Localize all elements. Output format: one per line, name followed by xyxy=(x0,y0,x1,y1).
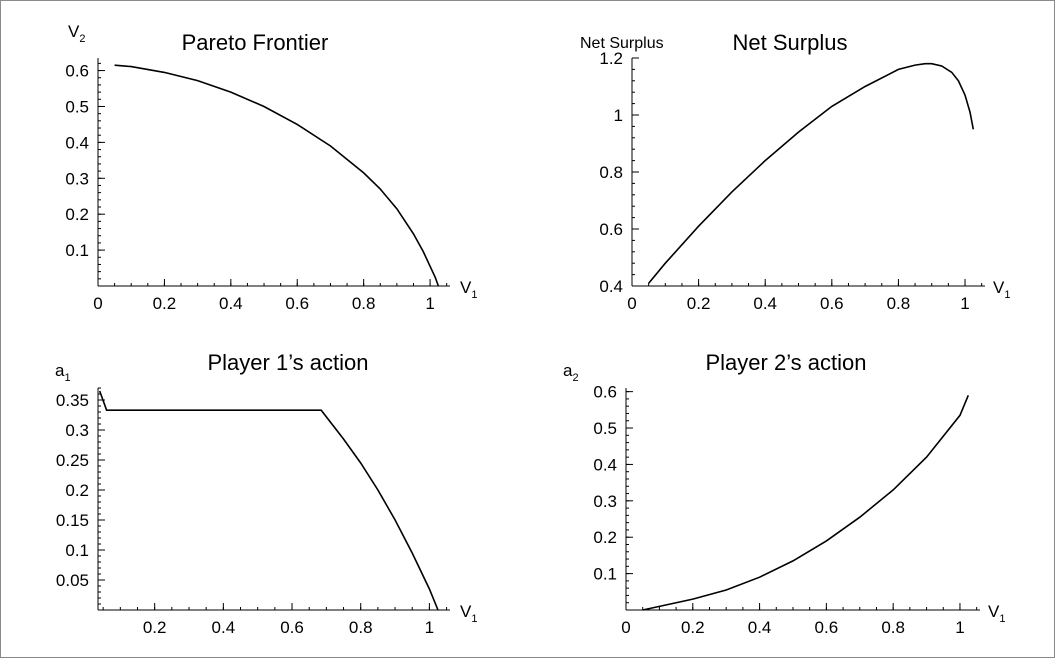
x-tick-label: 1 xyxy=(955,618,964,637)
y-tick-label: 0.15 xyxy=(56,511,89,530)
y-tick-label: 0.3 xyxy=(593,492,617,511)
x-tick-label: 0.2 xyxy=(153,294,177,313)
y-axis-label: a2 xyxy=(563,361,579,384)
x-tick-label: 0.8 xyxy=(352,294,376,313)
x-tick-label: 0 xyxy=(621,618,630,637)
y-tick-label: 0.5 xyxy=(65,97,89,116)
y-tick-label: 0.5 xyxy=(593,419,617,438)
panel-net-surplus: Net Surplus Net Surplus V1 0 0.2 0.4 0.6 0.8… xyxy=(580,30,1010,313)
x-tick-label: 0.2 xyxy=(143,618,167,637)
y-tick-label: 0.1 xyxy=(65,241,89,260)
x-axis-label: V1 xyxy=(993,278,1010,301)
y-tick-label: 0.35 xyxy=(56,391,89,410)
y-tick-label: 1 xyxy=(614,106,623,125)
panel-player-1-action: Player 1’s action a1 V1 0.2 0.4 0.6 0.8 10.0… xyxy=(55,350,477,637)
x-tick-label: 0.2 xyxy=(687,294,711,313)
x-tick-label: 0 xyxy=(93,294,102,313)
y-tick-label: 0.6 xyxy=(65,62,89,81)
x-axis-label-sub: 1 xyxy=(999,613,1005,625)
x-tick-label: 0 xyxy=(627,294,636,313)
y-tick-label: 0.3 xyxy=(65,421,89,440)
x-axis-label-main: V xyxy=(460,278,472,297)
x-tick-label: 0.4 xyxy=(219,294,243,313)
x-tick-label: 0.6 xyxy=(285,294,309,313)
y-axis-label: a1 xyxy=(55,361,71,384)
y-tick-label: 1.2 xyxy=(599,49,623,68)
chart-title: Player 1’s action xyxy=(207,350,368,375)
y-axis-label-main: a xyxy=(55,361,65,380)
y-axis-label-sub: 1 xyxy=(64,372,70,384)
x-tick-label: 0.4 xyxy=(753,294,777,313)
x-tick-label: 0.4 xyxy=(212,618,236,637)
x-axis-label: V1 xyxy=(460,602,477,625)
y-tick-label: 0.4 xyxy=(65,133,89,152)
y-tick-label: 0.25 xyxy=(56,451,89,470)
y-tick-label: 0.6 xyxy=(593,383,617,402)
chart-title: Net Surplus xyxy=(733,30,848,55)
x-axis-label-sub: 1 xyxy=(471,289,477,301)
x-tick-label: 1 xyxy=(425,618,434,637)
x-tick-label: 0.8 xyxy=(881,618,905,637)
series-line xyxy=(642,394,970,611)
y-axis-label-main: a xyxy=(563,361,573,380)
x-tick-label: 0.2 xyxy=(681,618,705,637)
y-tick-label: 0.2 xyxy=(65,481,89,500)
series-line xyxy=(114,64,440,287)
x-tick-label: 0.6 xyxy=(820,294,844,313)
panel-player-2-action: Player 2’s action a2 V1 0 0.2 0.4 0.6 0.8 10.… xyxy=(563,350,1005,637)
x-tick-label: 0.6 xyxy=(280,618,304,637)
y-tick-label: 0.05 xyxy=(56,571,89,590)
x-tick-label: 0.8 xyxy=(887,294,911,313)
x-axis-label-main: V xyxy=(993,278,1005,297)
series-line xyxy=(648,62,975,284)
y-tick-label: 0.1 xyxy=(65,541,89,560)
panel-pareto-frontier: Pareto Frontier V2 V1 0 0.2 0.4 0.6 0.8 10.10… xyxy=(65,22,477,313)
y-tick-label: 0.8 xyxy=(599,163,623,182)
y-tick-label: 0.4 xyxy=(593,455,617,474)
x-tick-label: 0.6 xyxy=(815,618,839,637)
x-axis-label-main: V xyxy=(988,602,1000,621)
y-tick-label: 0.2 xyxy=(65,205,89,224)
chart-title: Player 2’s action xyxy=(705,350,866,375)
x-axis-label-sub: 1 xyxy=(471,613,477,625)
y-tick-label: 0.6 xyxy=(599,220,623,239)
y-axis-label-main: V xyxy=(68,22,80,41)
y-tick-label: 0.3 xyxy=(65,169,89,188)
series-line xyxy=(98,390,439,611)
y-tick-label: 0.2 xyxy=(593,528,617,547)
x-axis-label: V1 xyxy=(988,602,1005,625)
x-axis-label: V1 xyxy=(460,278,477,301)
x-tick-label: 1 xyxy=(425,294,434,313)
chart-title: Pareto Frontier xyxy=(182,30,329,55)
x-axis-label-main: V xyxy=(460,602,472,621)
y-tick-label: 0.4 xyxy=(599,277,623,296)
y-axis-label-sub: 2 xyxy=(572,372,578,384)
y-axis-label: Net Surplus xyxy=(580,35,664,52)
y-tick-label: 0.1 xyxy=(593,565,617,584)
y-axis-label: V2 xyxy=(68,22,85,45)
x-tick-label: 0.4 xyxy=(748,618,772,637)
y-axis-label-sub: 2 xyxy=(79,33,85,45)
x-tick-label: 1 xyxy=(960,294,969,313)
x-axis-label-sub: 1 xyxy=(1004,289,1010,301)
x-tick-label: 0.8 xyxy=(349,618,373,637)
